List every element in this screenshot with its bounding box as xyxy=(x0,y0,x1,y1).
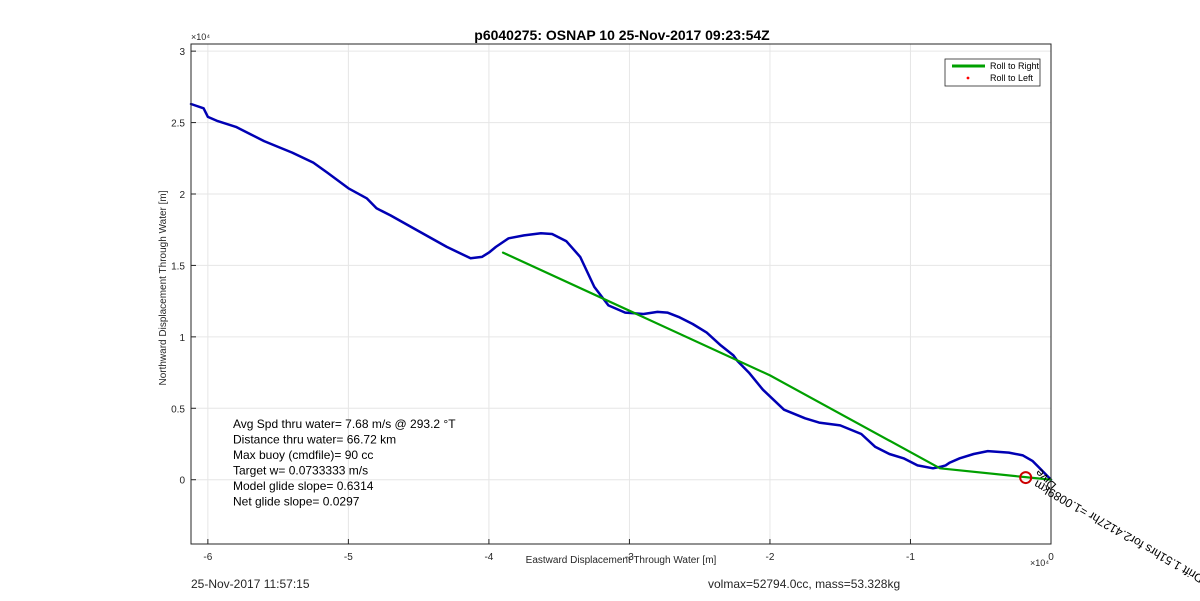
y-tick-label: 0 xyxy=(179,476,185,487)
y-tick-label: 3 xyxy=(179,47,185,58)
legend: Roll to Right Roll to Left xyxy=(944,58,1041,87)
x-tick-label: -4 xyxy=(484,552,493,563)
y-axis-exponent: ×10⁴ xyxy=(191,32,210,42)
x-axis-exponent: ×10⁴ xyxy=(1030,558,1049,568)
stats-annotation: Avg Spd thru water= 7.68 m/s @ 293.2 °T D… xyxy=(233,417,456,509)
stats-line: Avg Spd thru water= 7.68 m/s @ 293.2 °T xyxy=(233,417,456,431)
x-tick-label: -5 xyxy=(344,552,353,563)
x-tick-label: -3 xyxy=(625,552,634,563)
stats-line: Distance thru water= 66.72 km xyxy=(233,433,396,447)
y-axis-label: Northward Displacement Through Water [m] xyxy=(158,190,169,385)
stats-line: Net glide slope= 0.0297 xyxy=(233,495,360,509)
x-tick-label: -2 xyxy=(766,552,775,563)
y-tick-label: 2.5 xyxy=(171,119,185,130)
stats-line: Model glide slope= 0.6314 xyxy=(233,479,374,493)
legend-swatch-dot xyxy=(966,76,970,80)
y-tick-label: 1.5 xyxy=(171,261,185,272)
stats-line: Max buoy (cmdfile)= 90 cc xyxy=(233,448,373,462)
legend-label: Roll to Left xyxy=(990,73,1034,83)
y-tick-label: 2 xyxy=(179,190,185,201)
tick-layer: -6 -5 -4 -3 -2 -1 0 0 0.5 1 1.5 2 2.5 3 xyxy=(171,47,1054,563)
track-line xyxy=(189,102,1053,481)
drift-annotation: Drift 1.51hrs for2.4127hr =1.0089km xyxy=(1031,477,1200,586)
x-axis-label: Eastward Displacement Through Water [m] xyxy=(526,555,717,566)
legend-box xyxy=(944,58,1041,87)
roll-to-right-line xyxy=(501,251,1053,481)
grid-lines xyxy=(191,44,1052,544)
x-tick-label: 0 xyxy=(1048,552,1054,563)
marker-circle xyxy=(1019,471,1033,485)
footer-summary: volmax=52794.0cc, mass=53.328kg xyxy=(708,577,901,591)
x-tick-label: -6 xyxy=(203,552,212,563)
legend-label: Roll to Right xyxy=(990,61,1040,71)
y-tick-label: 0.5 xyxy=(171,404,185,415)
x-tick-label: -1 xyxy=(906,552,915,563)
footer-timestamp: 25-Nov-2017 11:57:15 xyxy=(191,577,310,591)
plot-area-frame xyxy=(190,43,1052,545)
chart-title: p6040275: OSNAP 10 25-Nov-2017 09:23:54Z xyxy=(474,27,770,43)
y-tick-label: 1 xyxy=(179,333,185,344)
stats-line: Target w= 0.0733333 m/s xyxy=(233,464,368,478)
